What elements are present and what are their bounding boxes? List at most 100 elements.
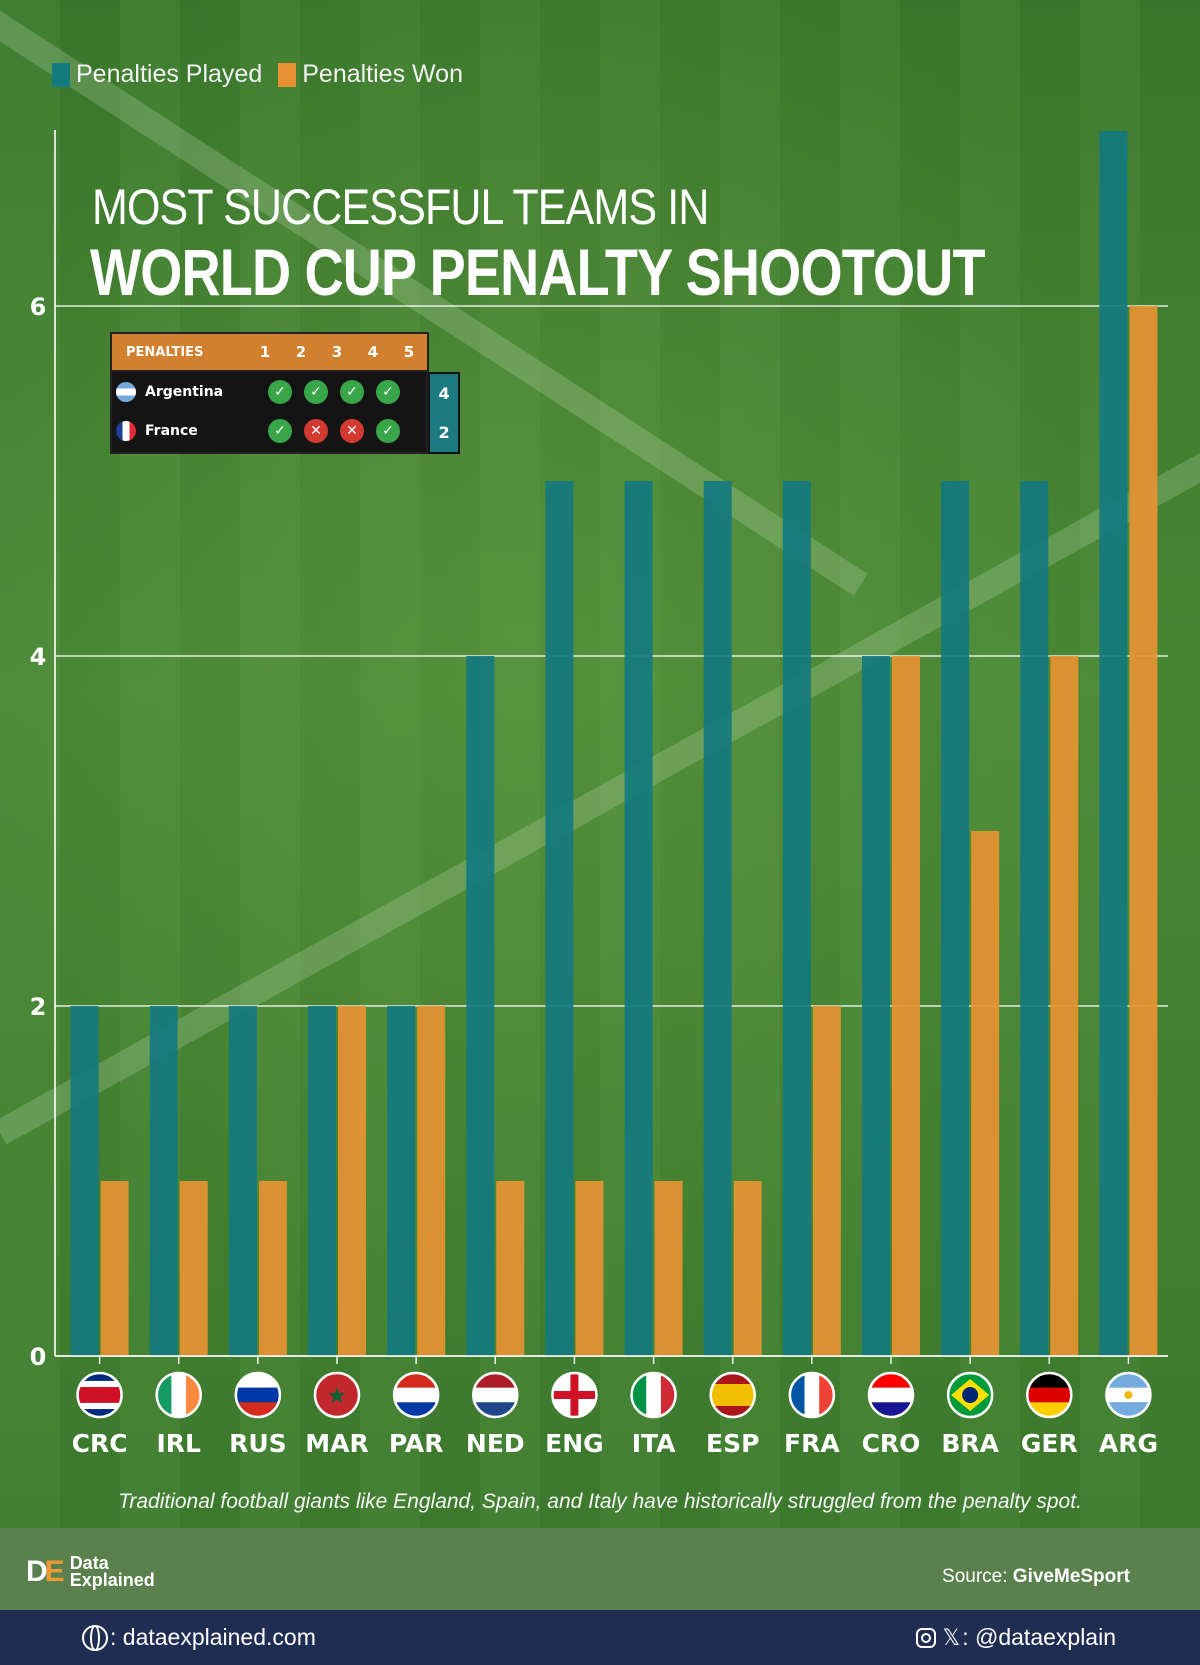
bar-won-fra <box>812 1006 841 1356</box>
y-tick-label: 4 <box>30 643 47 671</box>
y-tick-label: 6 <box>30 293 47 321</box>
scoreboard-column: 2 <box>295 343 307 361</box>
source-prefix: Source: <box>942 1566 1013 1587</box>
bar-played-rus <box>228 1006 257 1356</box>
flag-border <box>313 1371 361 1419</box>
flag-stripe <box>77 1373 122 1381</box>
bra-flag-icon <box>948 1373 993 1417</box>
flag-sun <box>1124 1391 1133 1399</box>
instagram-icon <box>916 1627 937 1648</box>
bar-played-mar <box>308 1006 336 1356</box>
flag-stripe <box>869 1387 913 1403</box>
scored-check-icon: ✓ <box>268 418 292 443</box>
scoreboard-row-france: France ✓ ✕ ✕ ✓ <box>112 411 426 450</box>
scoreboard-column: 1 <box>259 343 271 361</box>
flag-stripe <box>77 1380 122 1388</box>
bar-won-mar <box>338 1006 366 1356</box>
bar-won-par <box>417 1006 446 1356</box>
eng-flag-icon <box>552 1373 597 1417</box>
flag-stripe <box>473 1387 518 1403</box>
scoreboard-column: 4 <box>367 343 379 361</box>
mar-flag-icon <box>315 1373 359 1417</box>
brand-name-line1: Data <box>69 1553 109 1573</box>
globe-icon <box>82 1624 108 1651</box>
bar-won-ned <box>496 1181 525 1356</box>
bar-played-irl <box>149 1006 178 1356</box>
scoreboard-header-label: PENALTIES <box>126 344 204 360</box>
flag-stripe <box>552 1391 597 1399</box>
bar-played-crc <box>70 1006 99 1356</box>
bar-won-cro <box>892 656 920 1356</box>
flag-star: ★ <box>327 1384 347 1409</box>
bar-won-bra <box>971 831 1000 1356</box>
brand-name-line2: Explained <box>69 1570 155 1590</box>
x-tick-label-fra: FRA <box>784 1429 840 1458</box>
scored-check-icon: ✓ <box>304 379 328 404</box>
missed-cross-icon: ✕ <box>340 418 364 443</box>
flag-stripe <box>235 1387 280 1403</box>
x-tick-label-eng: ENG <box>545 1429 604 1458</box>
bar-won-rus <box>258 1181 287 1356</box>
flag-border <box>1026 1371 1073 1419</box>
bar-played-arg <box>1099 131 1128 1356</box>
x-icon: 𝕏 <box>942 1624 961 1650</box>
x-tick-label-arg: ARG <box>1099 1429 1158 1458</box>
legend-swatch-won <box>278 62 297 87</box>
flag-border <box>788 1371 836 1419</box>
bar-played-cro <box>862 656 890 1356</box>
x-tick-label-cro: CRO <box>862 1429 921 1458</box>
scoreboard-row-argentina: Argentina ✓ ✓ ✓ ✓ <box>112 372 426 411</box>
argentina-flag-icon <box>116 381 136 402</box>
social-handle[interactable]: 𝕏 : @dataexplain <box>916 1624 1116 1651</box>
flag-stripe <box>315 1373 359 1417</box>
flag-stripe <box>804 1373 820 1417</box>
y-tick-label: 2 <box>30 993 47 1021</box>
website-text: : dataexplained.com <box>110 1624 316 1650</box>
source-credit: Source: GiveMeSport <box>942 1566 1130 1588</box>
flag-border <box>155 1371 202 1419</box>
scoreboard-rows: Argentina ✓ ✓ ✓ ✓ France ✓ ✕ ✕ ✓ <box>110 372 429 454</box>
flag-border <box>392 1371 440 1419</box>
scoreboard-body: Argentina ✓ ✓ ✓ ✓ France ✓ ✕ ✕ ✓ 4 2 <box>110 372 460 454</box>
missed-cross-icon: ✕ <box>304 418 328 443</box>
scored-check-icon: ✓ <box>376 379 400 404</box>
scoreboard-column: 5 <box>403 343 415 361</box>
flag-border <box>709 1371 756 1419</box>
bar-won-esp <box>733 1181 762 1356</box>
total-argentina: 4 <box>438 384 450 403</box>
flag-stripe <box>77 1409 122 1417</box>
flag-border <box>234 1371 282 1419</box>
legend-item-won: Penalties Won <box>278 60 463 89</box>
total-france: 2 <box>438 423 450 442</box>
scored-check-icon: ✓ <box>340 379 364 404</box>
crc-flag-icon <box>77 1373 122 1417</box>
scoreboard-totals: 4 2 <box>428 372 460 454</box>
france-flag-icon <box>116 420 136 441</box>
flag-border <box>551 1371 598 1419</box>
x-tick-label-mar: MAR <box>305 1429 368 1458</box>
x-tick-label-ger: GER <box>1021 1429 1078 1458</box>
x-tick-label-bra: BRA <box>941 1429 999 1458</box>
footer-band <box>0 1528 1200 1610</box>
legend-swatch-played <box>52 62 70 87</box>
shootout-scoreboard: PENALTIES 1 2 3 4 5 Argentina ✓ ✓ ✓ ✓ Fr… <box>110 332 460 454</box>
flag-stripe <box>171 1373 187 1417</box>
bar-won-crc <box>100 1181 129 1356</box>
flag-stripe <box>710 1406 755 1417</box>
brand-logo: DE Data Explained <box>26 1553 155 1590</box>
flag-stripe <box>1027 1387 1072 1403</box>
bar-played-bra <box>941 481 970 1356</box>
x-tick-label-par: PAR <box>389 1429 444 1458</box>
bar-won-eng <box>575 1181 604 1356</box>
flag-border <box>946 1371 994 1419</box>
bar-played-ger <box>1020 481 1049 1356</box>
flag-border <box>472 1371 519 1419</box>
website-link[interactable]: : dataexplained.com <box>82 1624 316 1651</box>
bar-played-fra <box>782 481 811 1356</box>
flag-stripe <box>77 1387 122 1403</box>
bar-played-ita <box>624 481 653 1356</box>
legend-label-played: Penalties Played <box>76 60 263 88</box>
ger-flag-icon <box>1027 1373 1072 1417</box>
bar-played-eng <box>545 481 574 1356</box>
bar-played-esp <box>703 481 732 1356</box>
